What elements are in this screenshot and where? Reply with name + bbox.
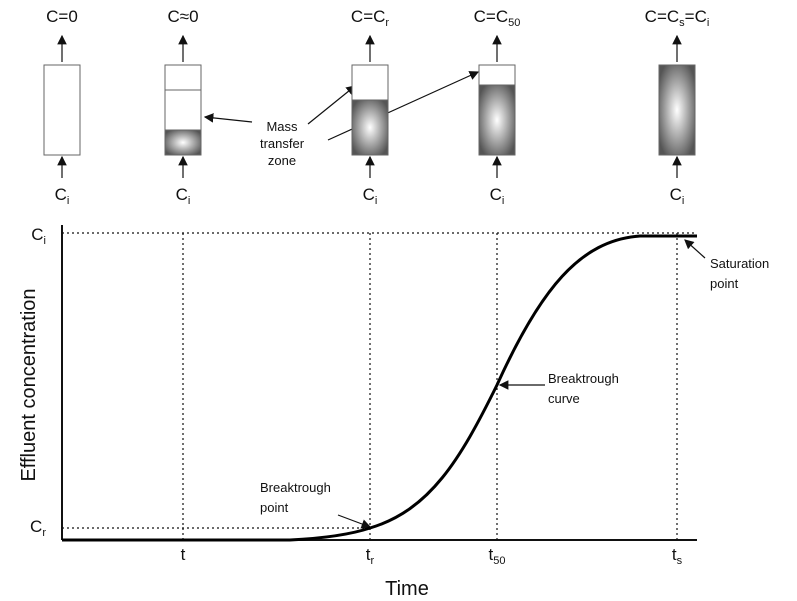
labels: C=0CiC≈0CiC=CrCiC=C50CiC=Cs=CiCiMasstran… [30,7,769,567]
column-top-label: C=Cr [351,7,389,29]
label-part: C [55,185,67,204]
subscript: i [707,17,709,29]
column-bottom-label: Ci [363,185,378,207]
subscript: s [679,17,685,29]
zone-note: Mass [266,119,298,134]
label-part: t [672,545,677,564]
column-top-label: C=C50 [474,7,521,29]
label-part: C [176,185,188,204]
time-label: t50 [489,545,506,567]
label-part: C [30,517,42,536]
subscript: s [677,555,683,567]
label-part: C [490,185,502,204]
subscript: r [385,17,389,29]
level-label: Cr [30,517,46,539]
subscript: i [682,195,684,207]
label-part: C=C [474,7,508,26]
column-top-label: C=0 [46,7,78,26]
label-part: C [31,225,43,244]
label-part: C [363,185,375,204]
saturation-note: Saturation [710,256,769,271]
label-part: t [366,545,371,564]
columns [43,64,696,156]
curve-note: curve [548,391,580,406]
y-axis-label: Effluent concentration [18,288,40,481]
subscript: i [67,195,69,207]
time-label: ts [672,545,683,567]
subscript: r [42,527,46,539]
label-part: C=C [351,7,385,26]
curve-note: Breaktrough [548,371,619,386]
subscript: i [188,195,190,207]
subscript: 50 [493,555,505,567]
label-part: C≈0 [167,7,198,26]
label-part: C [670,185,682,204]
column-top-label: C≈0 [167,7,198,26]
label-part: t [181,545,186,564]
zone-note: zone [268,153,296,168]
label-part: C=C [645,7,679,26]
label-part: t [489,545,494,564]
point-note: Breaktrough [260,480,331,495]
label-part: =C [685,7,707,26]
breakthrough-curve [62,234,697,542]
x-axis-label: Time [385,578,429,600]
column-bottom-label: Ci [490,185,505,207]
time-label: t [181,545,186,564]
guides [62,232,697,540]
column-bottom-label: Ci [55,185,70,207]
subscript: 50 [508,17,520,29]
level-label: Ci [31,225,46,247]
subscript: i [502,195,504,207]
saturation-note: point [710,276,739,291]
subscript: i [44,235,46,247]
time-label: tr [366,545,375,567]
zone-note: transfer [260,136,305,151]
subscript: i [375,195,377,207]
column-bottom-label: Ci [176,185,191,207]
label-part: C=0 [46,7,78,26]
subscript: r [371,555,375,567]
point-note: point [260,500,289,515]
column-bottom-label: Ci [670,185,685,207]
column-top-label: C=Cs=Ci [645,7,710,29]
